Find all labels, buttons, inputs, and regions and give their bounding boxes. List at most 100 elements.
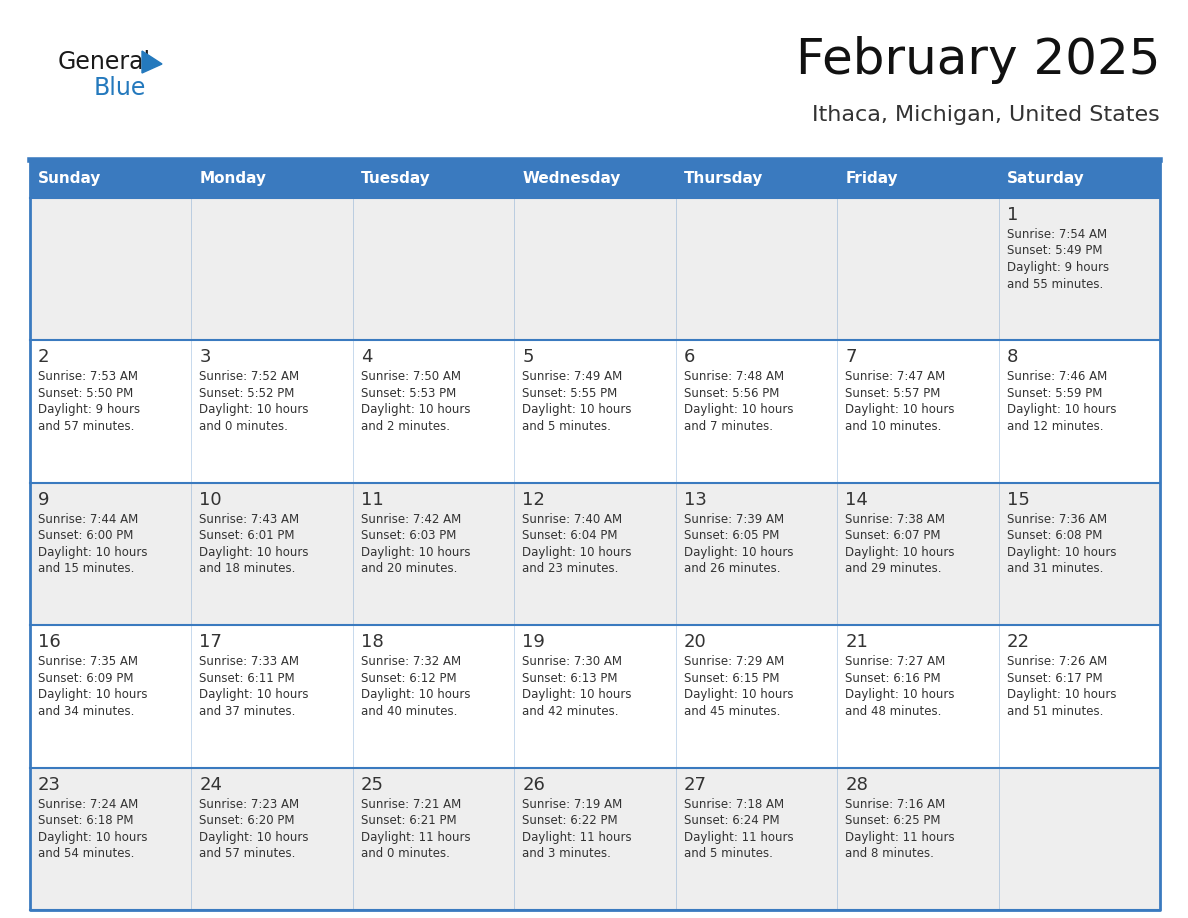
- Text: Sunset: 6:21 PM: Sunset: 6:21 PM: [361, 814, 456, 827]
- Text: Sunset: 6:08 PM: Sunset: 6:08 PM: [1006, 530, 1102, 543]
- Bar: [838, 483, 999, 625]
- Text: Sunset: 6:22 PM: Sunset: 6:22 PM: [523, 814, 618, 827]
- Text: 4: 4: [361, 349, 372, 366]
- Text: Sunrise: 7:38 AM: Sunrise: 7:38 AM: [845, 513, 946, 526]
- Text: and 29 minutes.: and 29 minutes.: [845, 563, 942, 576]
- Text: Sunset: 6:15 PM: Sunset: 6:15 PM: [684, 672, 779, 685]
- Bar: [191, 198, 353, 341]
- Bar: [999, 198, 1159, 341]
- Text: Daylight: 10 hours: Daylight: 10 hours: [523, 688, 632, 701]
- Bar: [30, 625, 191, 767]
- Text: and 26 minutes.: and 26 minutes.: [684, 563, 781, 576]
- Text: 17: 17: [200, 633, 222, 651]
- Text: Daylight: 10 hours: Daylight: 10 hours: [361, 546, 470, 559]
- Bar: [838, 625, 999, 767]
- Text: and 48 minutes.: and 48 minutes.: [845, 705, 942, 718]
- Text: Sunrise: 7:18 AM: Sunrise: 7:18 AM: [684, 798, 784, 811]
- Text: Sunset: 6:25 PM: Sunset: 6:25 PM: [845, 814, 941, 827]
- Text: Sunrise: 7:48 AM: Sunrise: 7:48 AM: [684, 370, 784, 384]
- Text: Sunrise: 7:50 AM: Sunrise: 7:50 AM: [361, 370, 461, 384]
- Text: Sunset: 6:13 PM: Sunset: 6:13 PM: [523, 672, 618, 685]
- Text: and 51 minutes.: and 51 minutes.: [1006, 705, 1102, 718]
- Text: 23: 23: [38, 776, 61, 793]
- Text: and 18 minutes.: and 18 minutes.: [200, 563, 296, 576]
- Text: and 7 minutes.: and 7 minutes.: [684, 420, 772, 433]
- Text: Daylight: 10 hours: Daylight: 10 hours: [200, 403, 309, 417]
- Text: Daylight: 11 hours: Daylight: 11 hours: [523, 831, 632, 844]
- Text: and 37 minutes.: and 37 minutes.: [200, 705, 296, 718]
- Text: Daylight: 10 hours: Daylight: 10 hours: [1006, 688, 1116, 701]
- Text: Sunset: 6:01 PM: Sunset: 6:01 PM: [200, 530, 295, 543]
- Bar: [353, 198, 514, 341]
- Text: Daylight: 10 hours: Daylight: 10 hours: [684, 403, 794, 417]
- Text: and 31 minutes.: and 31 minutes.: [1006, 563, 1102, 576]
- Text: and 55 minutes.: and 55 minutes.: [1006, 277, 1102, 290]
- Bar: [514, 483, 676, 625]
- Text: Sunrise: 7:46 AM: Sunrise: 7:46 AM: [1006, 370, 1107, 384]
- Text: Sunrise: 7:36 AM: Sunrise: 7:36 AM: [1006, 513, 1107, 526]
- Bar: [999, 341, 1159, 483]
- Text: Sunset: 6:00 PM: Sunset: 6:00 PM: [38, 530, 133, 543]
- Bar: [999, 625, 1159, 767]
- Text: and 15 minutes.: and 15 minutes.: [38, 563, 134, 576]
- Text: Daylight: 10 hours: Daylight: 10 hours: [1006, 403, 1116, 417]
- Bar: [191, 160, 353, 198]
- Text: Sunrise: 7:35 AM: Sunrise: 7:35 AM: [38, 655, 138, 668]
- Text: Daylight: 10 hours: Daylight: 10 hours: [200, 831, 309, 844]
- Text: General: General: [58, 50, 151, 74]
- Text: February 2025: February 2025: [796, 36, 1159, 84]
- Text: Sunset: 5:59 PM: Sunset: 5:59 PM: [1006, 386, 1102, 400]
- Bar: [676, 160, 838, 198]
- Text: Sunrise: 7:19 AM: Sunrise: 7:19 AM: [523, 798, 623, 811]
- Text: 21: 21: [845, 633, 868, 651]
- Text: Sunset: 6:05 PM: Sunset: 6:05 PM: [684, 530, 779, 543]
- Bar: [353, 160, 514, 198]
- Bar: [514, 160, 676, 198]
- Text: Sunset: 5:56 PM: Sunset: 5:56 PM: [684, 386, 779, 400]
- Text: Daylight: 10 hours: Daylight: 10 hours: [361, 403, 470, 417]
- Text: Thursday: Thursday: [684, 172, 763, 186]
- Text: Daylight: 9 hours: Daylight: 9 hours: [1006, 261, 1108, 274]
- Text: Sunset: 5:57 PM: Sunset: 5:57 PM: [845, 386, 941, 400]
- Text: Sunset: 6:17 PM: Sunset: 6:17 PM: [1006, 672, 1102, 685]
- Text: 19: 19: [523, 633, 545, 651]
- Text: and 0 minutes.: and 0 minutes.: [361, 847, 450, 860]
- Text: and 57 minutes.: and 57 minutes.: [38, 420, 134, 433]
- Text: Sunrise: 7:24 AM: Sunrise: 7:24 AM: [38, 798, 138, 811]
- Text: Daylight: 11 hours: Daylight: 11 hours: [845, 831, 955, 844]
- Text: Sunrise: 7:54 AM: Sunrise: 7:54 AM: [1006, 228, 1107, 241]
- Text: and 3 minutes.: and 3 minutes.: [523, 847, 611, 860]
- Text: Sunrise: 7:23 AM: Sunrise: 7:23 AM: [200, 798, 299, 811]
- Text: 5: 5: [523, 349, 533, 366]
- Text: Daylight: 10 hours: Daylight: 10 hours: [684, 546, 794, 559]
- Text: Ithaca, Michigan, United States: Ithaca, Michigan, United States: [813, 105, 1159, 125]
- Text: 2: 2: [38, 349, 50, 366]
- Text: 28: 28: [845, 776, 868, 793]
- Bar: [353, 483, 514, 625]
- Text: Sunset: 6:04 PM: Sunset: 6:04 PM: [523, 530, 618, 543]
- Bar: [191, 483, 353, 625]
- Text: Sunset: 5:52 PM: Sunset: 5:52 PM: [200, 386, 295, 400]
- Text: Sunset: 5:49 PM: Sunset: 5:49 PM: [1006, 244, 1102, 258]
- Bar: [30, 160, 191, 198]
- Bar: [838, 198, 999, 341]
- Text: Sunrise: 7:29 AM: Sunrise: 7:29 AM: [684, 655, 784, 668]
- Bar: [838, 767, 999, 910]
- Text: and 10 minutes.: and 10 minutes.: [845, 420, 942, 433]
- Bar: [30, 767, 191, 910]
- Text: Sunset: 6:07 PM: Sunset: 6:07 PM: [845, 530, 941, 543]
- Bar: [353, 625, 514, 767]
- Text: and 40 minutes.: and 40 minutes.: [361, 705, 457, 718]
- Text: Sunset: 6:12 PM: Sunset: 6:12 PM: [361, 672, 456, 685]
- Bar: [676, 483, 838, 625]
- Bar: [191, 341, 353, 483]
- Text: 22: 22: [1006, 633, 1030, 651]
- Bar: [999, 483, 1159, 625]
- Bar: [514, 625, 676, 767]
- Text: Daylight: 10 hours: Daylight: 10 hours: [38, 688, 147, 701]
- Text: Daylight: 11 hours: Daylight: 11 hours: [684, 831, 794, 844]
- Bar: [353, 341, 514, 483]
- Text: and 5 minutes.: and 5 minutes.: [684, 847, 772, 860]
- Text: 7: 7: [845, 349, 857, 366]
- Text: 8: 8: [1006, 349, 1018, 366]
